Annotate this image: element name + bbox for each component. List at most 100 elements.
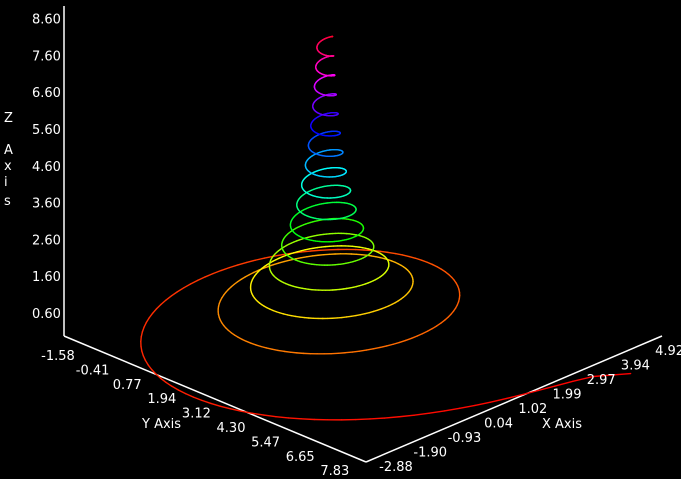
helix-segment xyxy=(140,331,144,338)
curve-layer xyxy=(140,35,632,421)
helix-segment xyxy=(431,263,438,268)
helix-segment xyxy=(505,394,523,400)
helix-segment xyxy=(245,259,257,264)
helix-segment xyxy=(345,315,352,318)
helix-segment xyxy=(273,253,284,257)
helix-segment xyxy=(241,338,248,343)
helix-segment xyxy=(177,389,187,395)
helix-segment xyxy=(310,249,321,252)
y-axis-line xyxy=(63,335,367,463)
helix-segment xyxy=(521,389,539,396)
x-tick-label: -0.93 xyxy=(448,431,482,446)
helix-segment xyxy=(414,257,423,261)
helix-segment xyxy=(170,291,179,297)
z-tick-label: 0.60 xyxy=(32,307,61,322)
helix-segment xyxy=(443,407,461,412)
helix-segment xyxy=(383,416,401,419)
helix-segment xyxy=(355,418,371,421)
helix-segment xyxy=(537,385,556,392)
helix-segment xyxy=(164,381,173,387)
helix-segment xyxy=(372,346,381,350)
helix-segment xyxy=(272,262,280,266)
helix-segment xyxy=(428,410,446,414)
z-tick-label: 1.60 xyxy=(32,270,61,285)
helix-segment xyxy=(245,340,252,344)
helix-segment xyxy=(271,348,279,352)
x-axis-line xyxy=(365,335,663,463)
helix-segment xyxy=(436,322,442,327)
helix-segment xyxy=(572,375,594,383)
helix-segment xyxy=(436,266,443,270)
helix-segment xyxy=(404,337,413,342)
x-tick-label: 3.94 xyxy=(621,359,650,374)
helix-segment xyxy=(228,264,239,269)
helix-segment xyxy=(277,349,285,353)
helix-segment xyxy=(248,271,255,276)
helix-segment xyxy=(229,408,242,412)
helix-segment xyxy=(363,249,373,252)
y-tick-label: 6.65 xyxy=(286,450,315,465)
helix-segment xyxy=(360,253,368,256)
helix-segment xyxy=(170,385,180,391)
helix-segment xyxy=(143,321,148,328)
helix-segment xyxy=(474,401,492,407)
y-tick-label: 4.30 xyxy=(217,421,246,436)
helix-segment xyxy=(283,350,292,353)
helix-segment xyxy=(151,308,158,314)
labels-layer: 0.60 1.60 2.60 3.60 4.60 5.60 6.60 7.60 8.60 -1.5… xyxy=(4,13,681,479)
helix-segment xyxy=(369,417,386,420)
x-tick-label: -1.90 xyxy=(413,446,447,461)
helix-segment xyxy=(592,372,632,378)
z-tick-label: 8.60 xyxy=(32,13,61,28)
helix-segment xyxy=(183,283,192,289)
helix-segment xyxy=(253,269,260,274)
helix-segment xyxy=(176,287,185,293)
helix-segment xyxy=(401,254,410,258)
helix-segment xyxy=(444,271,450,276)
helix-segment xyxy=(379,345,388,349)
helix-segment xyxy=(165,295,173,301)
helix-segment xyxy=(147,364,153,371)
y-tick-label: 1.94 xyxy=(147,392,176,407)
helix-segment xyxy=(278,260,285,264)
z-tick-label: 3.60 xyxy=(32,197,61,212)
helix-segment xyxy=(341,316,348,319)
helix-segment xyxy=(250,342,257,346)
helix-segment xyxy=(212,269,222,275)
helix-segment xyxy=(154,373,162,379)
helix-segment xyxy=(141,326,145,333)
helix-segment xyxy=(394,252,404,256)
helix-segment xyxy=(447,313,452,318)
y-tick-label: 7.83 xyxy=(320,464,349,479)
helix-segment xyxy=(255,344,262,348)
helix-segment xyxy=(294,257,302,260)
helix-segment xyxy=(233,334,239,338)
helix-segment xyxy=(251,412,265,416)
helix-segment xyxy=(300,256,308,259)
helix-segment xyxy=(358,349,368,352)
helix-segment xyxy=(260,345,268,349)
helix-segment xyxy=(344,351,354,354)
helix-segment xyxy=(375,255,381,259)
helix-segment xyxy=(196,276,206,282)
helix-segment xyxy=(275,415,290,419)
helix-segment xyxy=(265,347,273,350)
helix-segment xyxy=(192,396,203,402)
helix-segment xyxy=(351,350,361,353)
helix-segment xyxy=(240,276,246,280)
y-tick-label: -1.58 xyxy=(41,349,75,364)
helix-segment xyxy=(416,332,424,337)
helix-segment xyxy=(300,418,316,421)
helix-segment xyxy=(244,273,251,278)
x-tick-label: 1.99 xyxy=(553,388,582,403)
helix-segment xyxy=(290,315,297,318)
x-tick-label: 4.92 xyxy=(655,344,681,359)
axes-layer xyxy=(63,6,663,463)
helix-segment xyxy=(296,352,305,355)
helix-segment xyxy=(387,251,397,255)
helix-segment xyxy=(294,315,301,318)
helix-segment xyxy=(431,325,438,330)
helix-segment xyxy=(160,299,167,306)
